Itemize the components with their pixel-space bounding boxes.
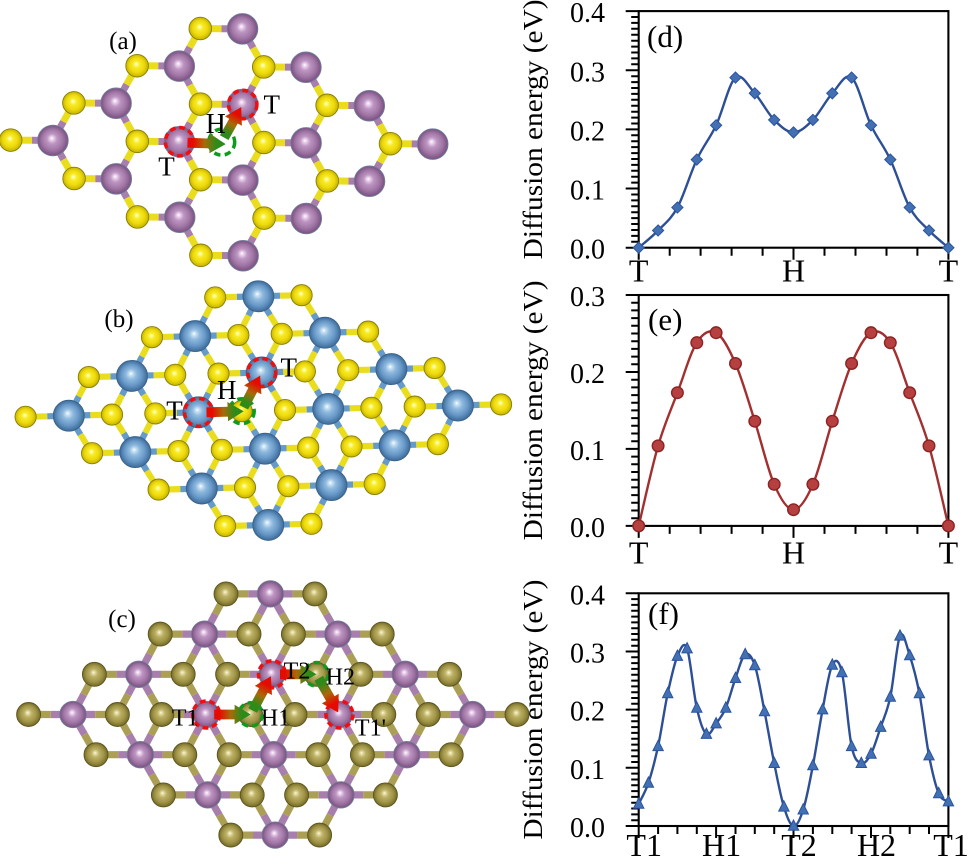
svg-text:0.0: 0.0 [570, 813, 605, 844]
svg-text:0.2: 0.2 [570, 697, 605, 728]
svg-text:Diffusion energy (eV): Diffusion energy (eV) [518, 580, 548, 840]
svg-text:(f): (f) [648, 596, 679, 631]
svg-text:T1: T1 [626, 827, 662, 863]
svg-text:(a): (a) [109, 28, 137, 55]
svg-text:H2: H2 [326, 664, 355, 690]
svg-text:H1: H1 [261, 706, 290, 732]
svg-text:Diffusion energy (eV): Diffusion energy (eV) [518, 0, 548, 259]
svg-text:T1': T1' [355, 716, 386, 742]
svg-text:0.3: 0.3 [570, 57, 605, 88]
svg-text:0.2: 0.2 [570, 359, 605, 390]
svg-text:0.2: 0.2 [570, 116, 605, 147]
svg-text:0.1: 0.1 [570, 176, 605, 207]
svg-text:0.0: 0.0 [570, 235, 605, 266]
svg-text:0.3: 0.3 [570, 282, 605, 313]
svg-text:0.1: 0.1 [570, 436, 605, 467]
svg-text:H: H [782, 535, 805, 571]
svg-text:H: H [782, 253, 805, 289]
svg-text:(b): (b) [104, 306, 133, 333]
svg-text:(d): (d) [647, 19, 683, 54]
svg-text:T: T [280, 353, 297, 383]
svg-text:0.0: 0.0 [570, 513, 605, 544]
svg-text:H: H [217, 375, 237, 405]
svg-text:T2: T2 [781, 827, 817, 863]
svg-text:H: H [206, 109, 226, 140]
svg-text:T: T [629, 253, 649, 289]
svg-text:0.4: 0.4 [570, 0, 605, 29]
svg-text:0.3: 0.3 [570, 639, 605, 670]
svg-text:T: T [939, 535, 959, 571]
svg-text:H1: H1 [702, 827, 741, 863]
svg-text:T: T [158, 152, 175, 182]
svg-text:T1: T1 [172, 706, 199, 732]
svg-text:0.4: 0.4 [570, 580, 605, 611]
svg-text:T: T [166, 395, 183, 425]
svg-text:0.1: 0.1 [570, 755, 605, 786]
svg-text:H2: H2 [857, 827, 896, 863]
svg-text:T: T [263, 90, 280, 120]
svg-text:Diffusion energy (eV): Diffusion energy (eV) [518, 280, 548, 540]
svg-text:(c): (c) [108, 606, 136, 633]
svg-text:(e): (e) [648, 302, 682, 337]
svg-text:T1': T1' [933, 827, 969, 863]
svg-text:T: T [939, 253, 959, 289]
svg-text:T2: T2 [284, 658, 311, 684]
svg-text:T: T [629, 535, 649, 571]
